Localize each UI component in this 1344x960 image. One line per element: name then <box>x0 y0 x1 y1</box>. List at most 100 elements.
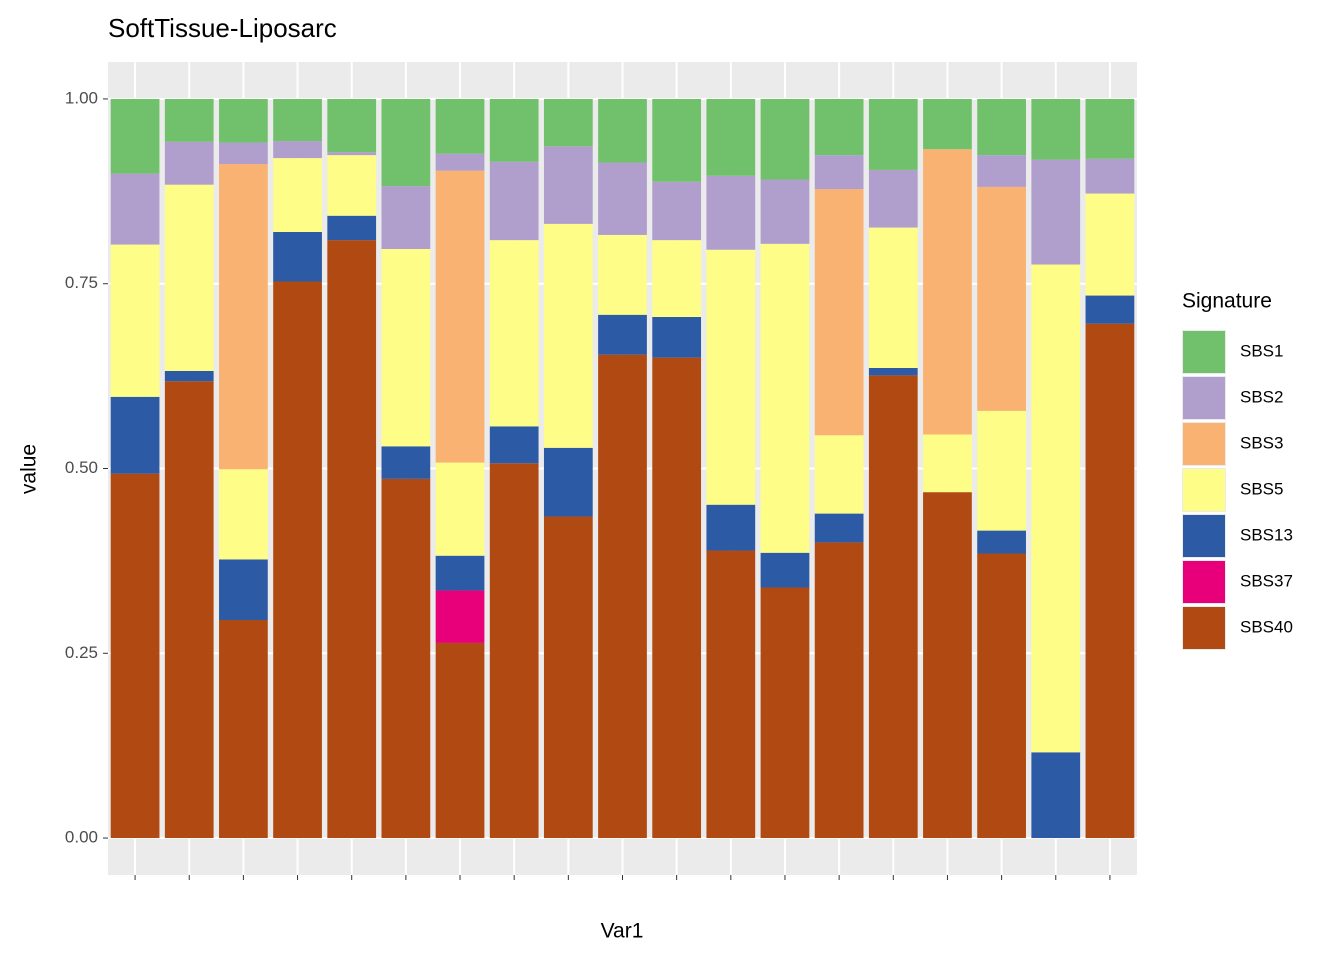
bar-segment <box>219 620 268 839</box>
bar-segment <box>273 158 322 232</box>
bar-segment <box>543 516 593 839</box>
bar-segment <box>598 162 647 235</box>
bar-segment <box>1031 159 1081 265</box>
legend-swatch <box>1183 377 1225 419</box>
bar-segment <box>1031 752 1081 839</box>
y-tick-label: 0.25 <box>65 643 98 662</box>
bar-segment <box>489 98 539 162</box>
bar-segment <box>868 375 918 839</box>
bar-segment <box>164 370 214 382</box>
bar-segment <box>868 367 918 376</box>
bar-segment <box>435 555 485 591</box>
bar-segment <box>219 142 268 164</box>
bar-segment <box>1085 295 1135 324</box>
bar-segment <box>977 186 1026 411</box>
bar-segment <box>327 240 377 839</box>
bar-segment <box>327 98 377 153</box>
bar-segment <box>381 478 431 839</box>
legend-swatch <box>1183 423 1225 465</box>
bar-segment <box>977 155 1026 187</box>
bar-segment <box>814 98 864 156</box>
bar-segment <box>435 153 485 171</box>
bar-segment <box>652 357 702 839</box>
bar-segment <box>814 542 864 839</box>
bar-segment <box>273 141 322 159</box>
bar-segment <box>435 462 485 556</box>
bar-segment <box>219 163 268 470</box>
legend-title: Signature <box>1182 290 1272 313</box>
bar-segment <box>435 170 485 463</box>
bar-segment <box>110 396 160 474</box>
legend-swatch <box>1183 331 1225 373</box>
bar-segment <box>110 473 160 839</box>
bar-segment <box>760 98 810 180</box>
bar-segment <box>760 179 810 244</box>
bar-segment <box>381 186 431 249</box>
bar-segment <box>923 492 972 839</box>
bar-segment <box>489 240 539 427</box>
bar-segment <box>543 146 593 224</box>
bar-segment <box>435 590 485 643</box>
bar-segment <box>327 215 377 241</box>
bar-segment <box>814 155 864 190</box>
bar-segment <box>110 98 160 174</box>
bar-segment <box>977 98 1026 156</box>
x-axis-label: Var1 <box>601 920 644 943</box>
bar-segment <box>652 181 702 241</box>
bar-segment <box>543 223 593 448</box>
bar-segment <box>1085 158 1135 194</box>
bar-segment <box>868 169 918 228</box>
y-tick-label: 1.00 <box>65 88 98 107</box>
bar-segment <box>273 231 322 282</box>
bar-segment <box>760 243 810 553</box>
bar-segment <box>652 240 702 317</box>
bar-segment <box>598 98 647 163</box>
bar-segment <box>219 469 268 560</box>
bar-segment <box>923 149 972 435</box>
bar-segment <box>219 98 268 143</box>
bar-segment <box>923 98 972 150</box>
bar-segment <box>977 410 1026 531</box>
bar-segment <box>1085 98 1135 159</box>
bar-segment <box>1031 264 1081 753</box>
bar-segment <box>977 530 1026 554</box>
bar-segment <box>706 249 756 505</box>
bar-segment <box>381 446 431 479</box>
bar-segment <box>273 281 322 839</box>
bar-segment <box>652 316 702 358</box>
legend-swatch <box>1183 607 1225 649</box>
legend-swatch <box>1183 515 1225 557</box>
legend-swatch <box>1183 469 1225 511</box>
legend-label: SBS37 <box>1240 571 1293 590</box>
legend-swatch <box>1183 561 1225 603</box>
bar-segment <box>164 381 214 839</box>
bar-segment <box>435 98 485 154</box>
bar-segment <box>489 161 539 241</box>
chart-title: SoftTissue-Liposarc <box>108 13 337 43</box>
bar-segment <box>868 227 918 368</box>
legend-label: SBS2 <box>1240 387 1283 406</box>
bar-segment <box>760 552 810 588</box>
bar-segment <box>706 175 756 250</box>
bar-segment <box>706 504 756 551</box>
y-tick-label: 0.00 <box>65 828 98 847</box>
bar-segment <box>164 141 214 185</box>
legend-label: SBS1 <box>1240 341 1283 360</box>
bar-segment <box>923 434 972 493</box>
legend-label: SBS3 <box>1240 433 1283 452</box>
bar-segment <box>219 559 268 621</box>
bar-segment <box>489 426 539 464</box>
bar-segment <box>273 98 322 142</box>
bar-segment <box>1085 193 1135 296</box>
legend-label: SBS5 <box>1240 479 1283 498</box>
bar-segment <box>706 550 756 839</box>
bar-segment <box>381 98 431 187</box>
bar-segment <box>598 234 647 315</box>
y-tick-label: 0.50 <box>65 458 98 477</box>
bar-segment <box>598 314 647 355</box>
bar-segment <box>327 155 377 216</box>
bar-segment <box>327 152 377 156</box>
bar-segment <box>814 189 864 436</box>
bar-segment <box>435 642 485 839</box>
